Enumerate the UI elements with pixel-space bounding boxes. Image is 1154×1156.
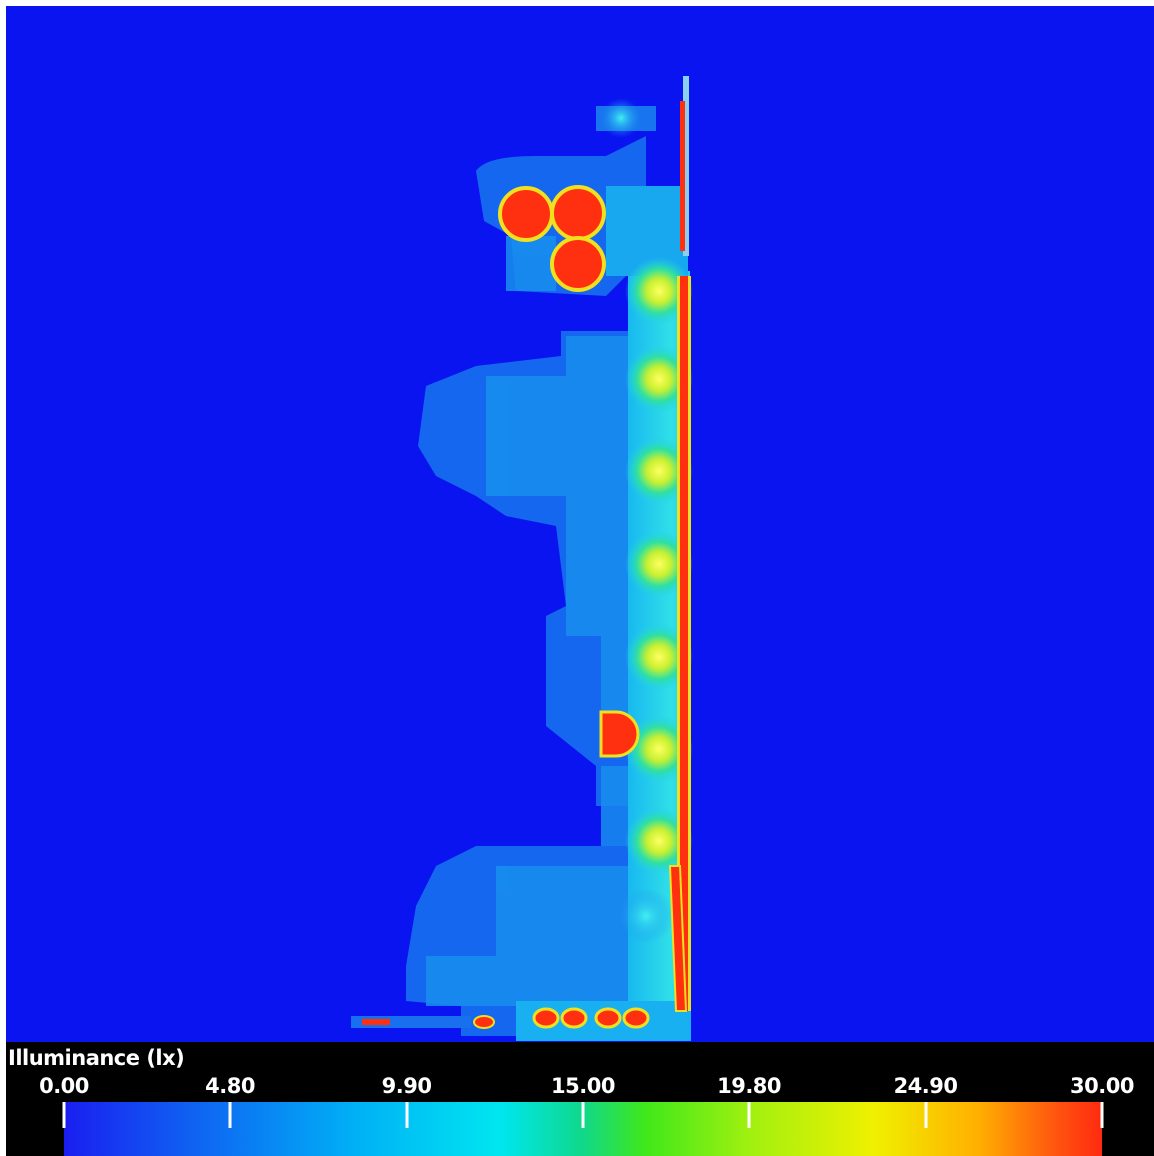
legend-tick-mark	[1100, 1102, 1104, 1128]
legend-tick-mark	[747, 1102, 751, 1128]
legend-tick-label: 4.80	[205, 1074, 255, 1098]
legend-tick-label: 19.80	[717, 1074, 782, 1098]
corridor-luminaires	[601, 98, 693, 944]
legend-tick-mark	[405, 1102, 409, 1128]
legend-title: Illuminance (lx)	[8, 1046, 185, 1070]
illuminance-render-view	[6, 6, 1154, 1042]
legend-tick-label: 0.00	[39, 1074, 89, 1098]
hot-zones	[362, 185, 650, 1029]
legend-tick-label: 24.90	[893, 1074, 958, 1098]
legend-tick-mark	[924, 1102, 928, 1128]
legend-tick-label: 15.00	[551, 1074, 615, 1098]
building-detail	[426, 236, 636, 1006]
legend-tick-mark	[581, 1102, 585, 1128]
legend-tick-mark	[228, 1102, 232, 1128]
floor-plan-heatmap	[351, 76, 693, 1041]
facade-strip	[668, 76, 691, 1012]
illuminance-legend: Illuminance (lx) 0.00 4.80 9.90 15.00 19.80 2…	[6, 1042, 1154, 1156]
legend-tick-mark	[62, 1102, 66, 1128]
legend-tick-label: 9.90	[381, 1074, 432, 1098]
legend-tick-label: 30.00	[1070, 1074, 1134, 1098]
